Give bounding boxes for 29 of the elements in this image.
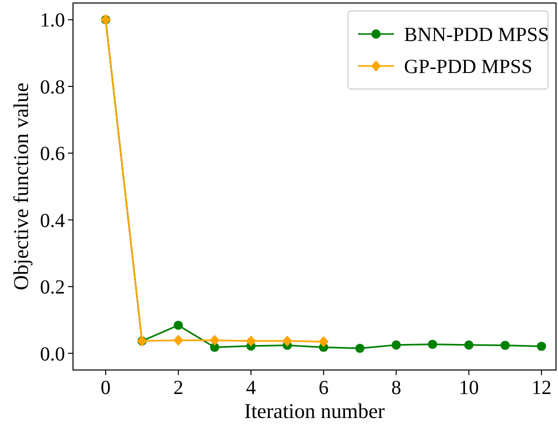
legend-label: GP-PDD MPSS [404,56,532,78]
x-axis-title: Iteration number [244,399,385,423]
point [464,340,474,350]
point [428,340,438,349]
x-tick-label: 10 [458,377,479,399]
y-tick-label: 0.8 [40,76,65,98]
x-tick-label: 6 [318,377,329,399]
x-tick-label: 8 [391,377,402,399]
point [500,340,510,350]
point [392,340,401,350]
point [210,334,220,346]
point [536,342,546,351]
point [355,344,364,353]
y-tick-label: 0.4 [40,210,65,232]
x-tick-label: 0 [100,377,111,399]
x-tick-label: 12 [531,377,552,399]
point [282,335,292,346]
legend-label: BNN-PDD MPSS [404,24,550,46]
x-tick-label: 2 [173,377,184,399]
y-tick-label: 0.0 [40,343,65,366]
y-tick-label: 0.2 [40,276,65,299]
point [173,334,184,346]
point [246,335,256,346]
y-tick-label: 1.0 [40,10,65,32]
point [174,320,183,330]
y-axis-title: Objective function value [9,82,33,290]
y-tick-label: 0.6 [40,143,65,166]
x-tick-label: 4 [246,377,256,399]
point [318,336,329,348]
